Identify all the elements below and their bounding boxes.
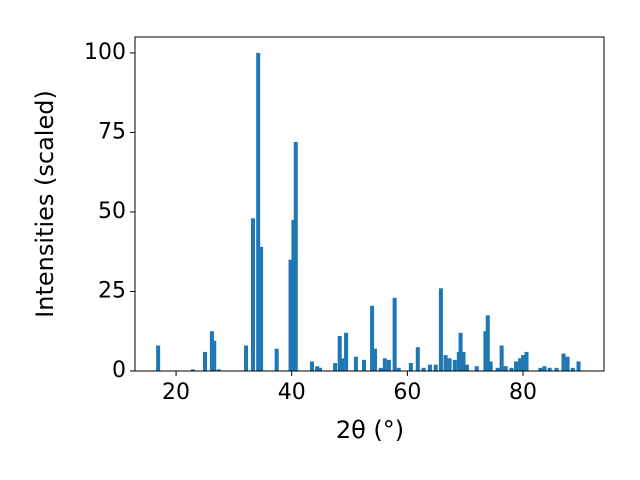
- x-tick-label: 60: [393, 380, 421, 405]
- bar: [291, 219, 296, 371]
- bar: [576, 361, 581, 371]
- y-axis-label: Intensities (scaled): [31, 90, 59, 318]
- bar: [156, 345, 161, 371]
- bar: [438, 288, 443, 371]
- bar: [518, 358, 523, 371]
- bar: [524, 351, 529, 371]
- bar: [344, 332, 349, 371]
- bar: [421, 367, 426, 371]
- bar: [250, 218, 255, 371]
- y-tick-label: 0: [112, 358, 126, 383]
- plot-frame: [134, 36, 605, 372]
- bar: [461, 351, 466, 371]
- bar: [333, 363, 338, 371]
- bar: [337, 336, 342, 371]
- x-axis-label: 2θ (°): [336, 416, 404, 444]
- bar: [396, 367, 401, 371]
- y-tick-label: 100: [84, 40, 126, 65]
- bar: [202, 351, 207, 371]
- bar: [554, 367, 559, 371]
- bar: [570, 367, 575, 371]
- bar: [353, 356, 358, 371]
- bar: [382, 358, 387, 371]
- bar: [447, 358, 452, 371]
- bar: [256, 52, 261, 372]
- bar: [565, 356, 570, 371]
- bar: [259, 246, 264, 371]
- x-tick-label: 20: [162, 380, 190, 405]
- bar: [315, 366, 320, 371]
- bar: [361, 359, 367, 371]
- bar: [309, 361, 314, 371]
- bar: [509, 367, 514, 371]
- bar: [499, 345, 504, 371]
- bar: [495, 367, 500, 371]
- bar: [415, 347, 420, 371]
- bar: [483, 331, 488, 371]
- bar: [340, 358, 345, 371]
- bar: [212, 340, 217, 371]
- bar: [244, 345, 249, 371]
- bar: [216, 369, 221, 371]
- bar: [458, 332, 463, 371]
- bar: [547, 367, 552, 371]
- bar: [503, 366, 508, 371]
- bar: [485, 315, 490, 371]
- bar: [488, 361, 493, 371]
- bar: [293, 141, 298, 371]
- bar: [318, 367, 323, 371]
- x-tick-label: 80: [509, 380, 537, 405]
- bar: [372, 348, 378, 371]
- bar: [370, 305, 375, 371]
- bar: [378, 367, 383, 371]
- bar: [514, 361, 519, 371]
- bar: [464, 364, 469, 371]
- bar: [190, 369, 195, 371]
- bar: [427, 364, 432, 371]
- y-tick-label: 25: [98, 278, 126, 303]
- bar: [542, 366, 547, 371]
- bar: [561, 353, 566, 371]
- x-tick-label: 40: [278, 380, 306, 405]
- bar: [538, 367, 543, 371]
- bar: [452, 359, 457, 371]
- bar: [392, 297, 397, 371]
- bar: [521, 355, 526, 371]
- bar: [386, 359, 391, 371]
- bar: [209, 331, 214, 371]
- bar: [433, 364, 438, 371]
- bar: [443, 355, 448, 371]
- bar: [474, 366, 479, 371]
- y-tick-label: 75: [98, 119, 126, 144]
- bar: [288, 259, 293, 371]
- bar: [408, 363, 413, 371]
- bar: [274, 348, 279, 371]
- y-tick-label: 50: [98, 199, 126, 224]
